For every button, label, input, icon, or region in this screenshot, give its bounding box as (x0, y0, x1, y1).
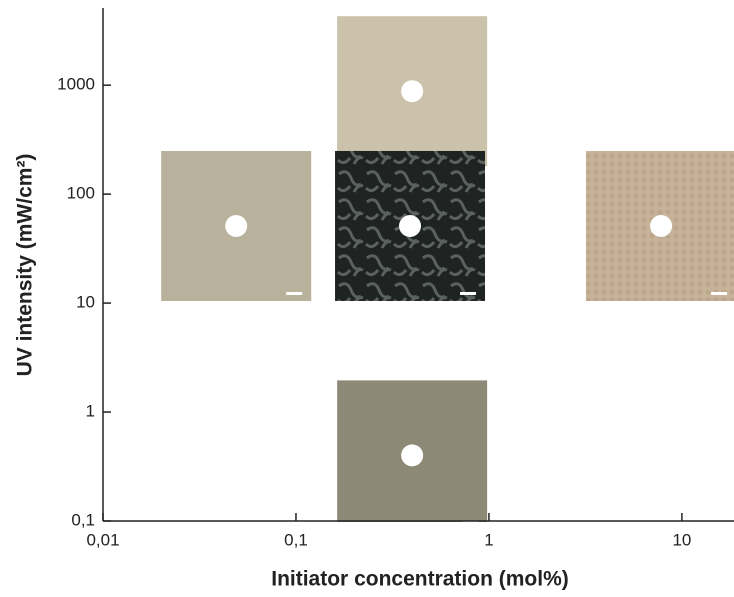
scale-bar (711, 291, 728, 295)
y-tick-label: 0,1 (71, 510, 95, 529)
scale-bar (286, 291, 303, 295)
point (401, 80, 424, 103)
scale-bar (460, 291, 477, 295)
x-tick-label: 10 (672, 530, 691, 549)
micrographs (161, 16, 734, 522)
scale-bar (462, 521, 479, 522)
point (225, 214, 248, 237)
y-tick-label: 1 (86, 402, 95, 421)
x-tick-label: 0,1 (284, 530, 308, 549)
y-tick-label: 1000 (57, 75, 95, 94)
point (399, 214, 422, 237)
x-tick-label: 1 (484, 530, 493, 549)
y-axis-title: UV intensity (mW/cm²) (14, 154, 37, 377)
y-tick-label: 10 (76, 293, 95, 312)
point (650, 214, 673, 237)
point (401, 444, 424, 467)
y-tick-label: 100 (67, 184, 95, 203)
x-axis-title: Initiator concentration (mol%) (271, 568, 569, 591)
x-tick-label: 0,01 (86, 530, 119, 549)
